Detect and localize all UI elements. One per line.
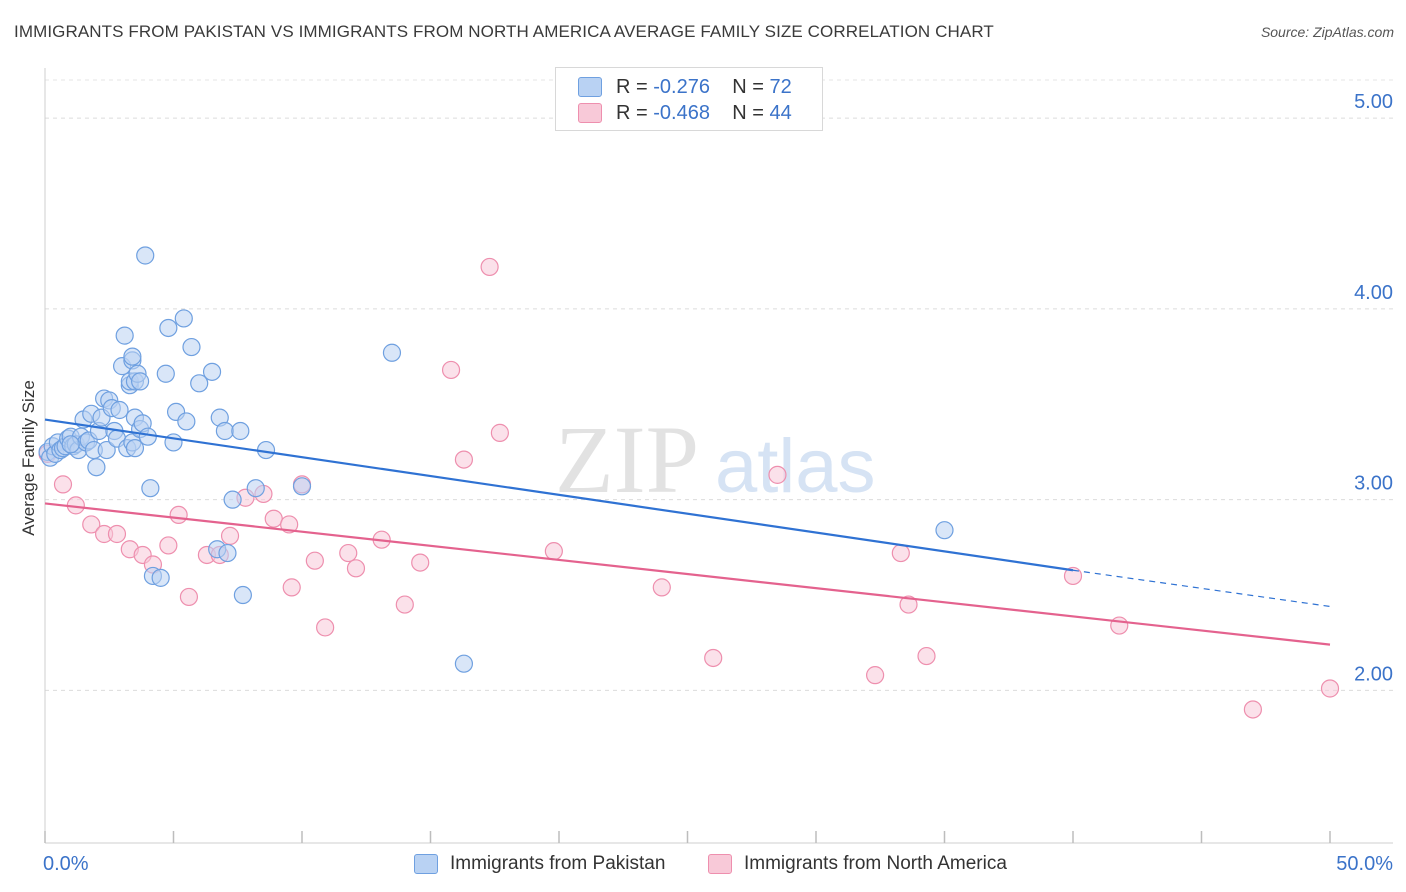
pakistan-legend-swatch (414, 854, 438, 874)
north-america-point (899, 595, 918, 614)
y-tick-labels: 2.00 3.00 4.00 5.00 (1354, 91, 1393, 685)
pakistan-point (454, 654, 474, 673)
legend-row-pakistan: R = -0.276 N = 72 (578, 75, 792, 99)
pakistan-point (182, 337, 201, 357)
pakistan-point (61, 435, 80, 454)
north-america-point (454, 450, 474, 469)
north-america-point (891, 543, 910, 563)
y-tick-label: 5.00 (1354, 91, 1393, 113)
pakistan-point (202, 362, 222, 381)
y-tick-label: 4.00 (1354, 282, 1393, 304)
bottom-legend-north-america: Immigrants from North America (708, 851, 1007, 877)
pakistan-point (159, 318, 178, 338)
pakistan-point (97, 440, 116, 460)
pakistan-point (382, 343, 402, 362)
north-america-point (704, 648, 723, 668)
legend-n-label: N = (732, 101, 764, 124)
pakistan-point (123, 347, 142, 366)
legend-r-label: R = (616, 101, 648, 124)
pakistan-point (223, 490, 242, 509)
north-america-point (282, 578, 301, 597)
pakistan-point (935, 521, 954, 540)
legend-n-value: 72 (769, 75, 792, 98)
north-america-legend-label: Immigrants from North America (744, 853, 1007, 874)
pakistan-swatch (578, 77, 602, 97)
north-america-point (395, 595, 414, 614)
pakistan-point (218, 543, 237, 563)
north-america-point (411, 553, 430, 572)
pakistan-point (190, 374, 209, 393)
pakistan-point (110, 400, 129, 420)
north-america-point (169, 505, 188, 525)
north-america-point (107, 524, 127, 544)
north-america-point (652, 578, 671, 597)
north-america-point (1110, 616, 1129, 635)
north-america-point (159, 536, 178, 555)
pakistan-trend-line (44, 418, 1074, 572)
north-america-point (305, 551, 324, 570)
watermark-atlas: atlas (715, 424, 876, 509)
chart-title: IMMIGRANTS FROM PAKISTAN VS IMMIGRANTS F… (14, 22, 994, 41)
north-america-point (53, 475, 73, 494)
north-america-point (264, 509, 283, 528)
pakistan-point (177, 412, 196, 431)
pakistan-point (138, 427, 157, 446)
legend-row-north-america: R = -0.468 N = 44 (578, 101, 792, 125)
legend-n-label: N = (732, 75, 764, 98)
pakistan-point (141, 479, 160, 498)
legend-r-label: R = (616, 75, 648, 98)
north-america-point (768, 465, 787, 484)
north-america-point (480, 257, 499, 277)
north-america-point (866, 666, 885, 685)
legend-n-value: 44 (769, 101, 792, 124)
bottom-legend-pakistan: Immigrants from Pakistan (414, 851, 665, 877)
pakistan-point (233, 585, 252, 605)
y-tick-label: 3.00 (1354, 473, 1393, 495)
north-america-point (316, 618, 335, 637)
pakistan-point (151, 568, 170, 587)
trend-lines (44, 418, 1331, 646)
pakistan-point (174, 309, 193, 328)
x-tick-label-max: 50.0% (1336, 853, 1393, 875)
north-america-point (339, 543, 358, 563)
pakistan-point (246, 479, 265, 498)
watermark-zip: ZIP (555, 406, 699, 513)
pakistan-point (136, 246, 155, 265)
legend-r-value: -0.276 (653, 75, 710, 98)
north-america-point (917, 646, 936, 666)
x-tick-label-min: 0.0% (43, 853, 89, 875)
north-america-point (490, 423, 509, 442)
y-tick-label: 2.00 (1354, 663, 1393, 685)
pakistan-point (125, 439, 145, 458)
north-america-point (1063, 566, 1083, 586)
y-axis-title: Average Family Size (19, 380, 38, 536)
pakistan-point (156, 364, 175, 383)
north-america-point (280, 515, 299, 534)
north-america-point (544, 542, 563, 561)
pakistan-point (292, 477, 312, 496)
pakistan-legend-label: Immigrants from Pakistan (450, 853, 666, 874)
pakistan-point (215, 421, 234, 441)
north-america-point (179, 587, 199, 607)
north-america-trend-line (44, 502, 1331, 646)
north-america-swatch (578, 103, 602, 123)
source-credit: Source: ZipAtlas.com (1260, 24, 1394, 40)
north-america-point (1243, 700, 1263, 719)
north-america-point (346, 559, 366, 578)
pakistan-point (87, 458, 106, 477)
north-america-legend-swatch (708, 854, 732, 874)
pakistan-point (231, 421, 250, 441)
legend-r-value: -0.468 (653, 101, 710, 124)
pakistan-trend-extension (1072, 569, 1331, 608)
stats-legend: R = -0.276 N = 72 R = -0.468 N = 44 (555, 67, 823, 131)
north-america-point (220, 526, 240, 545)
pakistan-point (130, 372, 150, 391)
pakistan-point (115, 326, 134, 345)
pakistan-points (38, 246, 954, 673)
north-america-point (1320, 679, 1340, 698)
north-america-point (441, 360, 461, 380)
north-america-point (82, 515, 101, 534)
